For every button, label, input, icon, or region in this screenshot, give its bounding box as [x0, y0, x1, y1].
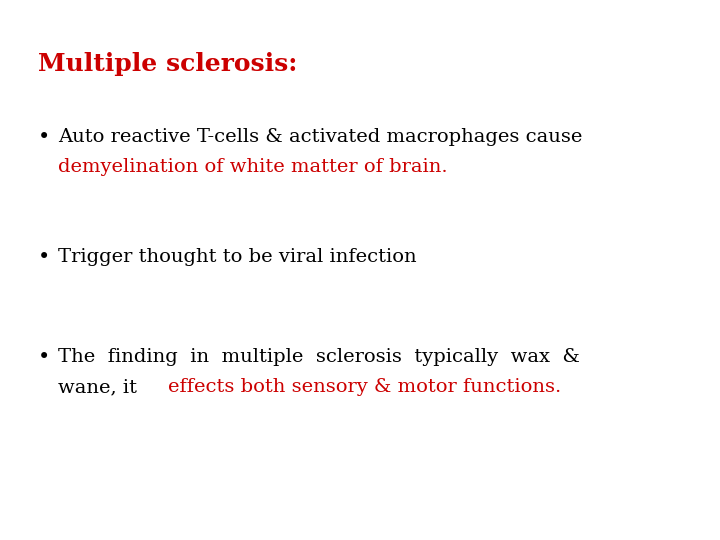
Text: demyelination of white matter of brain.: demyelination of white matter of brain.	[58, 158, 448, 176]
Text: •: •	[38, 248, 50, 267]
Text: effects both sensory & motor functions.: effects both sensory & motor functions.	[168, 378, 562, 396]
Text: wane, it: wane, it	[58, 378, 143, 396]
Text: Trigger thought to be viral infection: Trigger thought to be viral infection	[58, 248, 417, 266]
Text: Multiple sclerosis:: Multiple sclerosis:	[38, 52, 297, 76]
Text: •: •	[38, 348, 50, 367]
Text: Auto reactive T-cells & activated macrophages cause: Auto reactive T-cells & activated macrop…	[58, 128, 582, 146]
Text: The  finding  in  multiple  sclerosis  typically  wax  &: The finding in multiple sclerosis typica…	[58, 348, 580, 366]
Text: •: •	[38, 128, 50, 147]
